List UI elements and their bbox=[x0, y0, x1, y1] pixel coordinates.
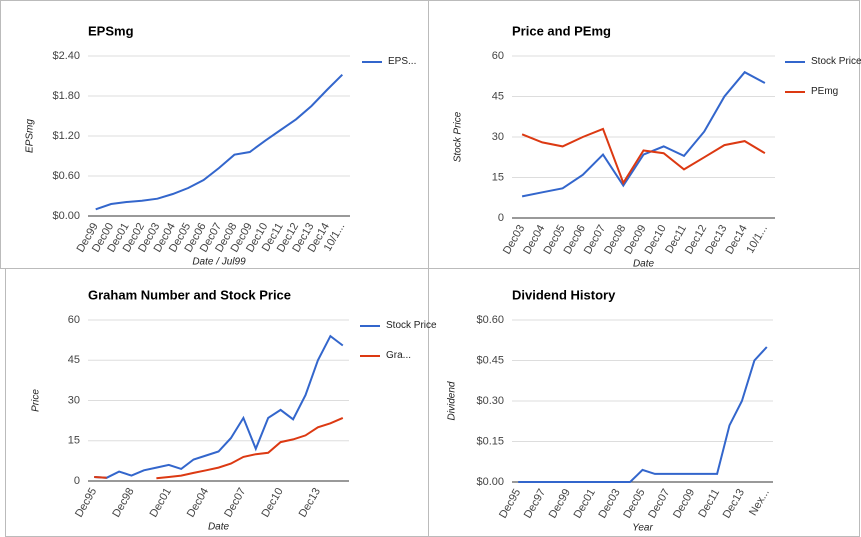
y-axis-label: Dividend bbox=[447, 381, 458, 420]
legend-label: Gra... bbox=[386, 350, 412, 361]
series-line bbox=[95, 73, 344, 211]
y-tick-label: 30 bbox=[68, 394, 80, 406]
y-tick-label: 30 bbox=[492, 131, 504, 143]
series-line bbox=[521, 70, 766, 198]
legend-entry: PEmg bbox=[811, 86, 839, 97]
y-tick-label: 15 bbox=[68, 435, 80, 447]
chart-title: Price and PEmg bbox=[512, 23, 611, 38]
x-axis-label: Date / Jul99 bbox=[192, 257, 246, 268]
legend-entry: Gra... bbox=[386, 350, 412, 361]
y-tick-label: $1.80 bbox=[52, 90, 80, 102]
x-axis-label: Date bbox=[208, 522, 230, 533]
legend-label: EPS... bbox=[388, 56, 417, 67]
y-tick-label: $1.20 bbox=[52, 130, 80, 142]
x-axis-label: Year bbox=[632, 523, 653, 534]
y-tick-label: $0.15 bbox=[476, 435, 504, 447]
y-tick-label: $0.00 bbox=[52, 210, 80, 222]
legend-entry: EPS... bbox=[388, 56, 417, 67]
legend-label: Stock Price bbox=[811, 56, 861, 67]
y-tick-label: 60 bbox=[492, 50, 504, 62]
y-tick-label: $0.00 bbox=[476, 476, 504, 488]
y-tick-label: $0.60 bbox=[476, 314, 504, 326]
legend-entry: Stock Price bbox=[811, 56, 861, 67]
y-tick-label: $2.40 bbox=[52, 50, 80, 62]
y-tick-label: 0 bbox=[74, 475, 80, 487]
y-axis-label: EPSmg bbox=[25, 119, 36, 153]
x-axis-label: Date bbox=[633, 259, 655, 270]
series-line bbox=[521, 127, 766, 186]
y-tick-label: $0.45 bbox=[476, 354, 504, 366]
series-line bbox=[518, 346, 768, 483]
chart-title: EPSmg bbox=[88, 23, 134, 38]
y-tick-label: 0 bbox=[498, 212, 504, 224]
chart-title: Graham Number and Stock Price bbox=[88, 287, 291, 302]
y-axis-label: Stock Price bbox=[453, 111, 464, 162]
series-line bbox=[94, 334, 344, 479]
chart-title: Dividend History bbox=[512, 287, 616, 302]
series-line bbox=[94, 416, 344, 480]
y-tick-label: $0.30 bbox=[476, 395, 504, 407]
y-tick-label: 60 bbox=[68, 314, 80, 326]
y-tick-label: $0.60 bbox=[52, 170, 80, 182]
legend-entry: Stock Price bbox=[386, 320, 437, 331]
y-axis-label: Price bbox=[31, 389, 42, 412]
legend-label: Stock Price bbox=[386, 320, 437, 331]
legend-label: PEmg bbox=[811, 86, 839, 97]
y-tick-label: 15 bbox=[492, 171, 504, 183]
y-tick-label: 45 bbox=[68, 354, 80, 366]
y-tick-label: 45 bbox=[492, 90, 504, 102]
